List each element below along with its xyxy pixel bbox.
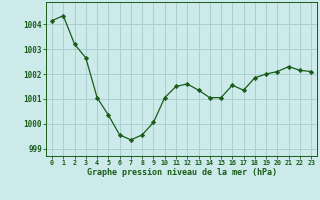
X-axis label: Graphe pression niveau de la mer (hPa): Graphe pression niveau de la mer (hPa) xyxy=(87,168,276,177)
